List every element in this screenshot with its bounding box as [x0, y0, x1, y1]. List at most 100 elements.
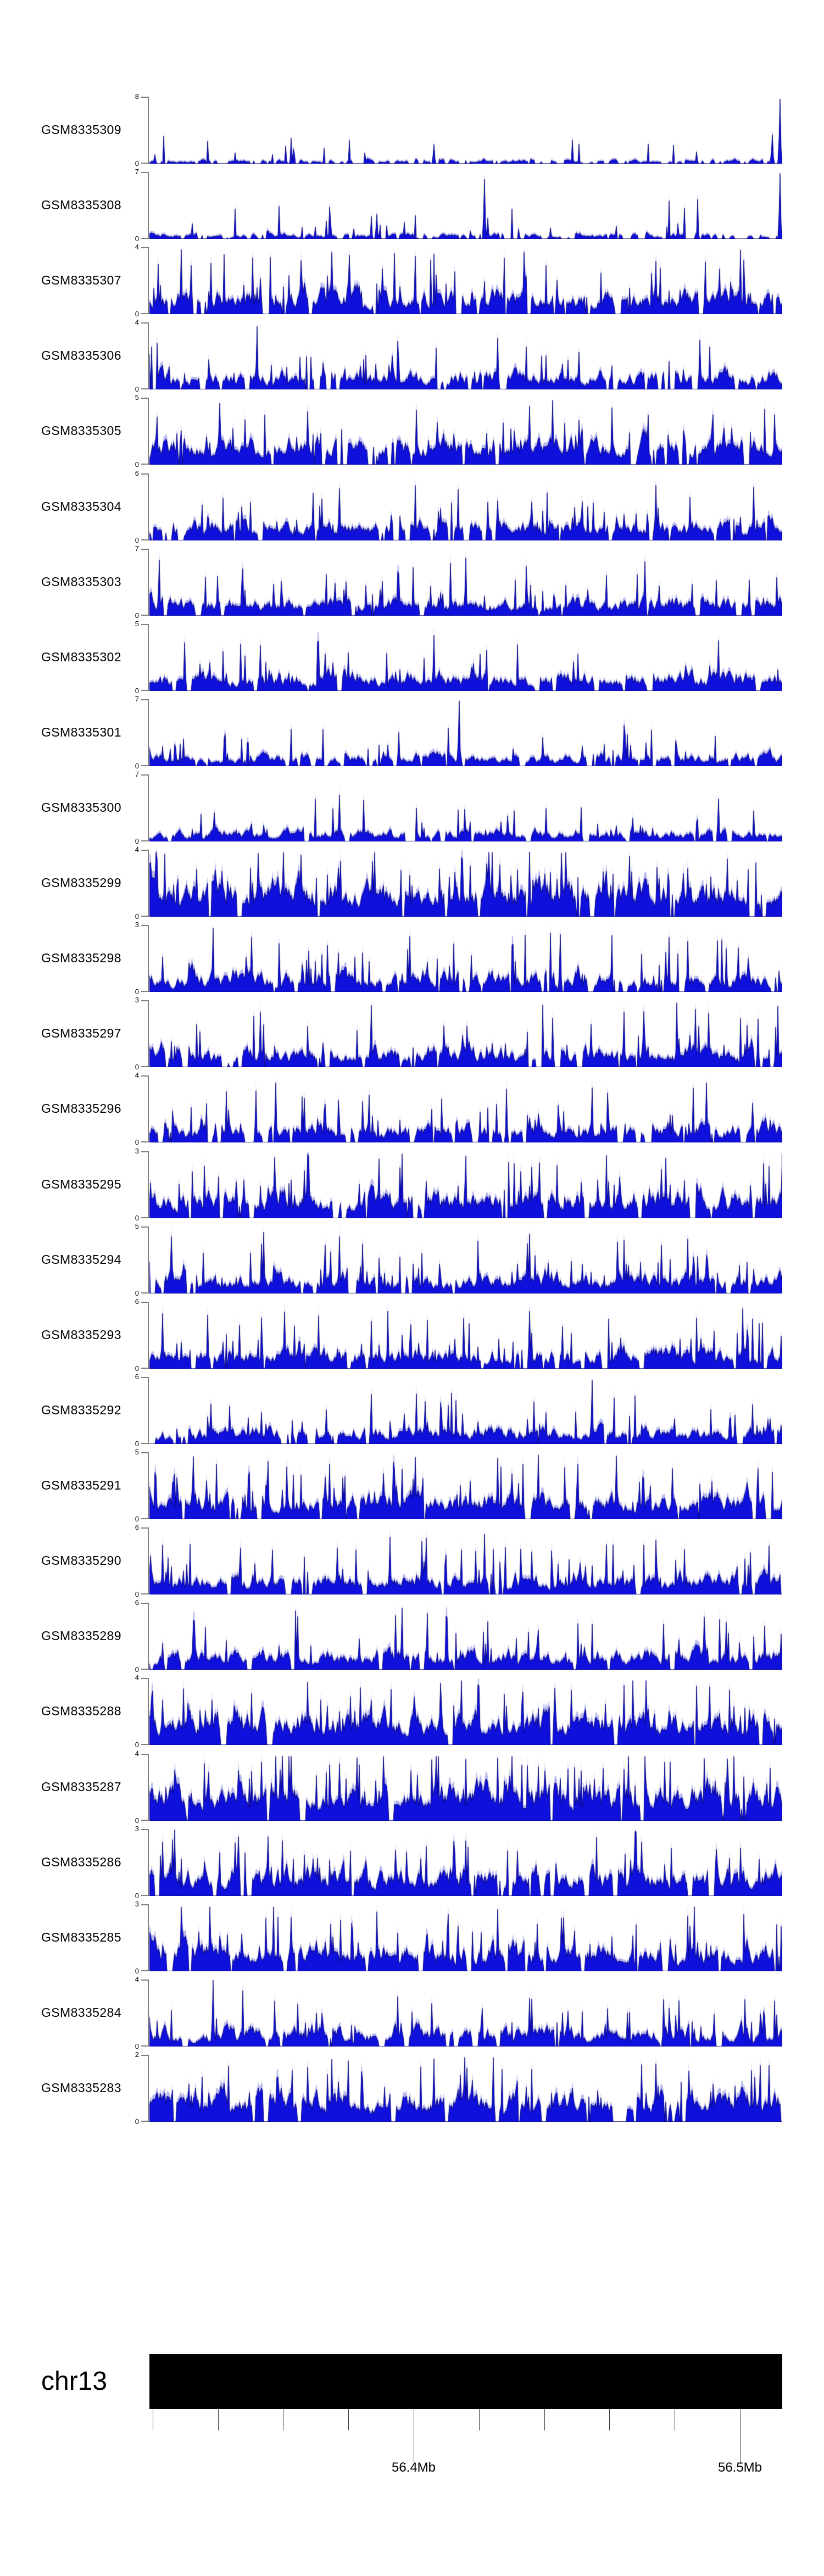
y-axis-max-label: 6 [135, 1373, 139, 1381]
track-label: GSM8335294 [41, 1252, 121, 1267]
y-axis-zero-label: 0 [135, 385, 139, 393]
signal-canvas [149, 1754, 782, 1821]
y-axis-line [148, 1527, 149, 1594]
y-axis-zero-label: 0 [135, 1967, 139, 1975]
y-axis-max-label: 2 [135, 2050, 139, 2059]
y-axis-top-tick [141, 473, 148, 475]
track-label: GSM8335286 [41, 1855, 121, 1869]
y-axis-line [148, 1000, 149, 1067]
y-axis-max-label: 3 [135, 1825, 139, 1833]
ruler-minor-tick [479, 2409, 480, 2430]
y-axis-line [148, 1302, 149, 1369]
chromosome-name-label: chr13 [41, 2367, 108, 2396]
y-axis-top-tick [141, 1603, 148, 1604]
y-axis-max-label: 7 [135, 168, 139, 176]
y-axis-max-label: 3 [135, 921, 139, 929]
track-label: GSM8335293 [41, 1328, 121, 1342]
y-axis-top-tick [141, 624, 148, 625]
signal-canvas [149, 1603, 782, 1670]
y-axis-top-tick [141, 247, 148, 248]
signal-canvas [149, 2055, 782, 2122]
y-axis-bottom-tick [141, 765, 148, 766]
y-axis-top-tick [141, 1678, 148, 1679]
y-axis-line [148, 1151, 149, 1218]
y-axis-bottom-tick [141, 163, 148, 164]
y-axis-top-tick [141, 699, 148, 700]
y-axis-bottom-tick [141, 1141, 148, 1142]
signal-canvas [149, 172, 782, 239]
track-label: GSM8335295 [41, 1177, 121, 1191]
chromosome-ideogram [149, 2354, 782, 2409]
y-axis-max-label: 4 [135, 1975, 139, 1983]
track-label: GSM8335297 [41, 1026, 121, 1040]
signal-canvas [149, 1377, 782, 1444]
signal-canvas [149, 1527, 782, 1594]
y-axis-zero-label: 0 [135, 1440, 139, 1448]
y-axis-zero-label: 0 [135, 1590, 139, 1598]
y-axis-bottom-tick [141, 1217, 148, 1218]
y-axis-max-label: 6 [135, 1523, 139, 1531]
signal-canvas [149, 1980, 782, 2047]
y-axis-max-label: 4 [135, 1071, 139, 1079]
y-axis-top-tick [141, 1226, 148, 1228]
y-axis-bottom-tick [141, 539, 148, 540]
track-label: GSM8335308 [41, 198, 121, 212]
y-axis-top-tick [141, 850, 148, 851]
y-axis-bottom-tick [141, 1820, 148, 1821]
y-axis-bottom-tick [141, 1292, 148, 1293]
signal-canvas [149, 1904, 782, 1971]
y-axis-bottom-tick [141, 313, 148, 314]
y-axis-top-tick [141, 172, 148, 173]
y-axis-bottom-tick [141, 1368, 148, 1369]
y-axis-line [148, 322, 149, 389]
y-axis-top-tick [141, 1980, 148, 1981]
ruler-minor-tick [544, 2409, 545, 2430]
y-axis-line [148, 1754, 149, 1821]
y-axis-line [148, 247, 149, 314]
track-label: GSM8335284 [41, 2005, 121, 2020]
y-axis-zero-label: 0 [135, 2042, 139, 2050]
ruler-tick-label: 56.5Mb [717, 2460, 762, 2475]
signal-canvas [149, 473, 782, 540]
y-axis-max-label: 7 [135, 770, 139, 778]
y-axis-bottom-tick [141, 916, 148, 917]
y-axis-line [148, 1603, 149, 1670]
signal-canvas [149, 1452, 782, 1519]
y-axis-bottom-tick [141, 1443, 148, 1444]
track-label: GSM8335290 [41, 1553, 121, 1568]
y-axis-line [148, 398, 149, 465]
y-axis-max-label: 5 [135, 1448, 139, 1456]
y-axis-bottom-tick [141, 1895, 148, 1896]
signal-canvas [149, 699, 782, 766]
y-axis-max-label: 3 [135, 1900, 139, 1908]
track-label: GSM8335285 [41, 1930, 121, 1944]
track-label: GSM8335288 [41, 1704, 121, 1718]
y-axis-max-label: 5 [135, 620, 139, 628]
signal-canvas [149, 1075, 782, 1142]
y-axis-bottom-tick [141, 238, 148, 239]
y-axis-max-label: 6 [135, 469, 139, 477]
y-axis-max-label: 6 [135, 1598, 139, 1607]
y-axis-top-tick [141, 1000, 148, 1001]
track-label: GSM8335289 [41, 1629, 121, 1643]
y-axis-max-label: 4 [135, 243, 139, 251]
y-axis-zero-label: 0 [135, 536, 139, 544]
signal-canvas [149, 247, 782, 314]
y-axis-zero-label: 0 [135, 762, 139, 770]
ruler-minor-tick [218, 2409, 219, 2430]
y-axis-max-label: 3 [135, 996, 139, 1004]
y-axis-bottom-tick [141, 1066, 148, 1067]
y-axis-bottom-tick [141, 1970, 148, 1971]
signal-canvas [149, 1151, 782, 1218]
track-label: GSM8335306 [41, 348, 121, 363]
y-axis-max-label: 7 [135, 544, 139, 553]
track-label: GSM8335303 [41, 575, 121, 589]
ruler-tick-label: 56.4Mb [391, 2460, 436, 2475]
y-axis-zero-label: 0 [135, 1816, 139, 1825]
y-axis-line [148, 2055, 149, 2122]
y-axis-zero-label: 0 [135, 1515, 139, 1523]
y-axis-line [148, 624, 149, 691]
y-axis-max-label: 6 [135, 1297, 139, 1306]
signal-canvas [149, 1000, 782, 1067]
